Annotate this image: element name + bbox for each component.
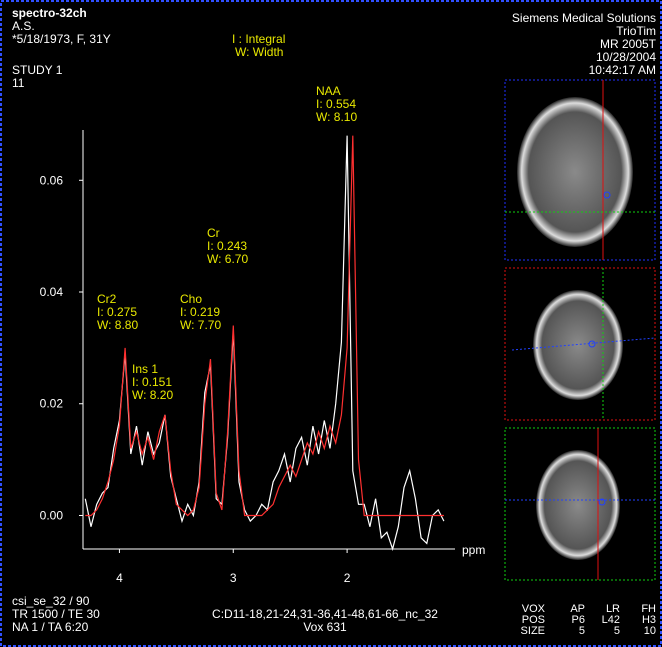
viewer: spectro-32ch A.S. *5/18/1973, F, 31Y STU… (0, 0, 662, 647)
voxel-cell: SIZE (521, 625, 545, 637)
patient: A.S. (12, 19, 35, 33)
peak-name: NAA (316, 84, 341, 98)
peak-integral: I: 0.554 (316, 97, 356, 111)
x-tick-label: 4 (116, 571, 123, 585)
peak-name: Cr2 (97, 292, 117, 306)
x-axis-label: ppm (462, 543, 485, 557)
voxel-info: Vox 631 (303, 620, 347, 634)
x-tick-label: 2 (344, 571, 351, 585)
legend: I : Integral (232, 32, 285, 46)
voxel-info: C:D11-18,21-24,31-36,41-48,61-66_nc_32 (212, 607, 438, 621)
y-tick-label: 0.00 (40, 508, 64, 522)
sequence: spectro-32ch (12, 6, 87, 20)
y-tick-label: 0.06 (40, 173, 64, 187)
institution: MR 2005T (600, 37, 657, 51)
protocol: TR 1500 / TE 30 (12, 607, 100, 621)
peak-width: W: 8.20 (132, 388, 173, 402)
peak-integral: I: 0.219 (180, 305, 220, 319)
peak-integral: I: 0.151 (132, 375, 172, 389)
x-tick-label: 3 (230, 571, 237, 585)
y-tick-label: 0.04 (40, 285, 64, 299)
voxel-cell: 10 (644, 625, 656, 637)
institution: Siemens Medical Solutions (512, 11, 656, 25)
institution: TrioTim (616, 24, 656, 38)
peak-integral: I: 0.275 (97, 305, 137, 319)
peak-width: W: 7.70 (180, 318, 221, 332)
institution: 10/28/2004 (596, 50, 656, 64)
peak-name: Cho (180, 292, 202, 306)
axial-image (505, 80, 655, 260)
sagittal-image (505, 268, 655, 420)
birth: *5/18/1973, F, 31Y (12, 32, 111, 46)
voxel-cell: 5 (579, 625, 585, 637)
legend: W: Width (235, 45, 283, 59)
protocol: NA 1 / TA 6:20 (12, 620, 89, 634)
institution: 10:42:17 AM (589, 63, 656, 77)
peak-name: Cr (207, 226, 220, 240)
peak-width: W: 8.10 (316, 110, 357, 124)
page: spectro-32ch A.S. *5/18/1973, F, 31Y STU… (0, 0, 662, 647)
peak-width: W: 6.70 (207, 252, 248, 266)
coronal-image (505, 428, 655, 580)
peak-name: Ins 1 (132, 362, 158, 376)
voxel-cell: 5 (614, 625, 620, 637)
y-tick-label: 0.02 (40, 397, 64, 411)
peak-integral: I: 0.243 (207, 239, 247, 253)
series-no: 11 (12, 76, 25, 90)
protocol: csi_se_32 / 90 (12, 594, 90, 608)
peak-width: W: 8.80 (97, 318, 138, 332)
study: STUDY 1 (12, 63, 63, 77)
